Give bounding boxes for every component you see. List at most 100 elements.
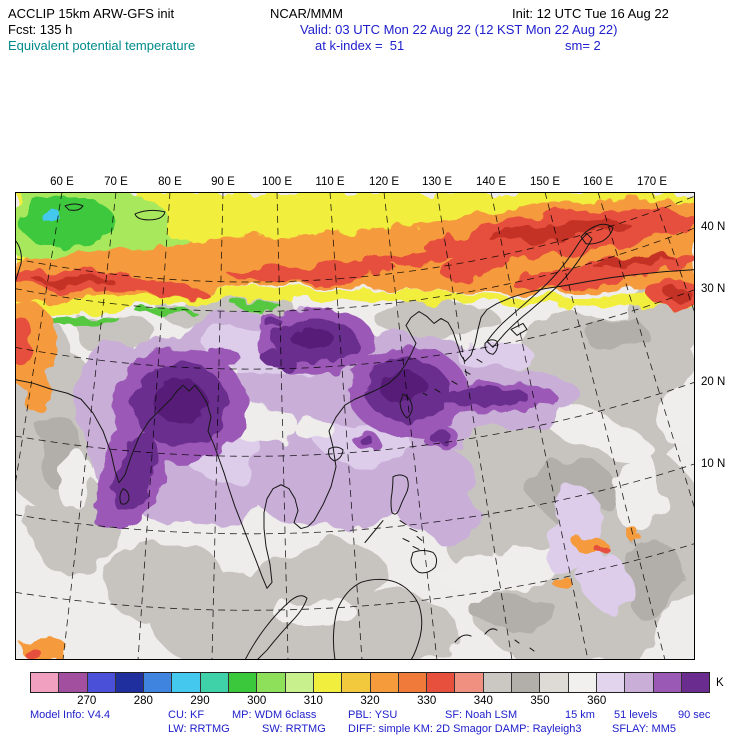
- colorbar-swatch: [681, 673, 710, 692]
- init-time: Init: 12 UTC Tue 16 Aug 22: [512, 6, 669, 21]
- lon-label: 160 E: [582, 176, 614, 188]
- map-plot: [0, 186, 740, 672]
- colorbar-tick: 270: [77, 695, 97, 707]
- lon-label: 130 E: [421, 176, 453, 188]
- colorbar-tick: 320: [360, 695, 380, 707]
- coastlines: [12, 203, 696, 661]
- colorbar-unit: K: [716, 677, 724, 689]
- lon-label: 100 E: [261, 176, 293, 188]
- config-lw: LW: RRTMG: [168, 723, 230, 735]
- config-sflay: SFLAY: MM5: [612, 723, 676, 735]
- config-levels: 51 levels: [614, 709, 658, 721]
- center-name: NCAR/MMM: [270, 6, 343, 21]
- colorbar-tick: 300: [247, 695, 267, 707]
- config-timestep: 90 sec: [678, 709, 711, 721]
- colorbar-swatch: [653, 673, 682, 692]
- colorbar-swatch: [540, 673, 569, 692]
- map-border: [15, 192, 695, 660]
- warm-band: [0, 186, 708, 662]
- colorbar-swatch: [172, 673, 201, 692]
- config-sf: SF: Noah LSM: [445, 709, 518, 721]
- lat-label: 20 N: [701, 376, 726, 388]
- lon-label: 120 E: [368, 176, 400, 188]
- colorbar-swatch: [285, 673, 314, 692]
- aral-lake: [64, 203, 84, 211]
- purple-cores: [92, 307, 555, 529]
- sri-lanka: [119, 488, 130, 505]
- lat-label: 40 N: [701, 221, 726, 233]
- config-pbl: PBL: YSU: [348, 709, 398, 721]
- lon-label: 140 E: [475, 176, 507, 188]
- field-name: Equivalent potential temperature: [8, 38, 196, 53]
- colorbar-swatch: [342, 673, 371, 692]
- colorbar-swatch: [512, 673, 541, 692]
- caspian-edge: [14, 239, 22, 285]
- colorbar-swatch: [313, 673, 343, 692]
- config-cu: CU: KF: [168, 709, 205, 721]
- colorbar-swatch: [568, 673, 597, 692]
- lake-balkhash: [134, 209, 166, 221]
- config-mp: MP: WDM 6class: [232, 709, 317, 721]
- smoothing-label: sm= 2: [565, 38, 601, 53]
- sulawesi: [454, 628, 535, 652]
- colorbar-tick: 360: [587, 695, 607, 707]
- colorbar-swatch: [483, 673, 513, 692]
- colorbar-swatch: [370, 673, 399, 692]
- lon-label: 70 E: [104, 176, 128, 188]
- colorbar-swatch: [144, 673, 173, 692]
- colorbar-swatch: [596, 673, 626, 692]
- config-model-info: Model Info: V4.4: [30, 709, 111, 721]
- config-diff-damp: DIFF: simple KM: 2D Smagor DAMP: Rayleig…: [348, 723, 582, 735]
- colorbar-ticks: 270 280 290 300 310 320 330 340 350 360: [30, 695, 710, 709]
- lon-label: 110 E: [315, 176, 345, 188]
- japan-hokkaido: [580, 223, 614, 245]
- luzon: [390, 474, 409, 515]
- colorbar-swatch: [455, 673, 484, 692]
- colorbar-swatch: [87, 673, 116, 692]
- colorbar-swatch: [31, 673, 60, 692]
- config-sw: SW: RRTMG: [262, 723, 326, 735]
- colorbar-tick: 350: [530, 695, 550, 707]
- colorbar-swatch: [427, 673, 456, 692]
- sumatra: [244, 595, 308, 661]
- colorbar: [30, 672, 710, 693]
- graticule: [0, 191, 740, 661]
- colorbar-tick: 340: [473, 695, 493, 707]
- lon-label: 60 E: [50, 176, 74, 188]
- map-svg: [0, 186, 740, 672]
- config-res: 15 km: [565, 709, 595, 721]
- colorbar-swatch: [59, 673, 88, 692]
- colorbar-swatch: [115, 673, 145, 692]
- colorbar-swatch: [257, 673, 286, 692]
- visayas-islands: [399, 520, 423, 550]
- hainan: [328, 446, 344, 462]
- colorbar-tick: 330: [417, 695, 437, 707]
- ryukyu-islands: [422, 358, 483, 396]
- lon-label: 170 E: [636, 176, 668, 188]
- lon-label: 150 E: [529, 176, 561, 188]
- japan-honshu: [486, 233, 593, 348]
- colorbar-swatch: [229, 673, 258, 692]
- mindanao: [410, 549, 438, 574]
- borneo: [332, 578, 423, 661]
- colorbar-swatch: [398, 673, 428, 692]
- colorbar-swatch: [625, 673, 654, 692]
- lat-label: 30 N: [701, 283, 726, 295]
- model-title: ACCLIP 15km ARW-GFS init: [8, 6, 175, 21]
- colorbar-tick: 280: [133, 695, 153, 707]
- japan-kyushu: [484, 339, 498, 355]
- lon-label: 90 E: [211, 176, 235, 188]
- taiwan: [399, 393, 413, 419]
- white-veins: [57, 383, 695, 627]
- valid-time: Valid: 03 UTC Mon 22 Aug 22 (12 KST Mon …: [300, 22, 618, 37]
- colorbar-swatch: [200, 673, 230, 692]
- colorbar-tick: 310: [303, 695, 323, 707]
- colorbar-tick: 290: [190, 695, 210, 707]
- lon-label: 80 E: [158, 176, 182, 188]
- level-label: at k-index = 51: [315, 38, 405, 53]
- forecast-hour: Fcst: 135 h: [8, 22, 73, 37]
- mainland-asia-coast: [12, 269, 696, 589]
- palawan: [364, 520, 384, 543]
- lat-label: 10 N: [701, 458, 726, 470]
